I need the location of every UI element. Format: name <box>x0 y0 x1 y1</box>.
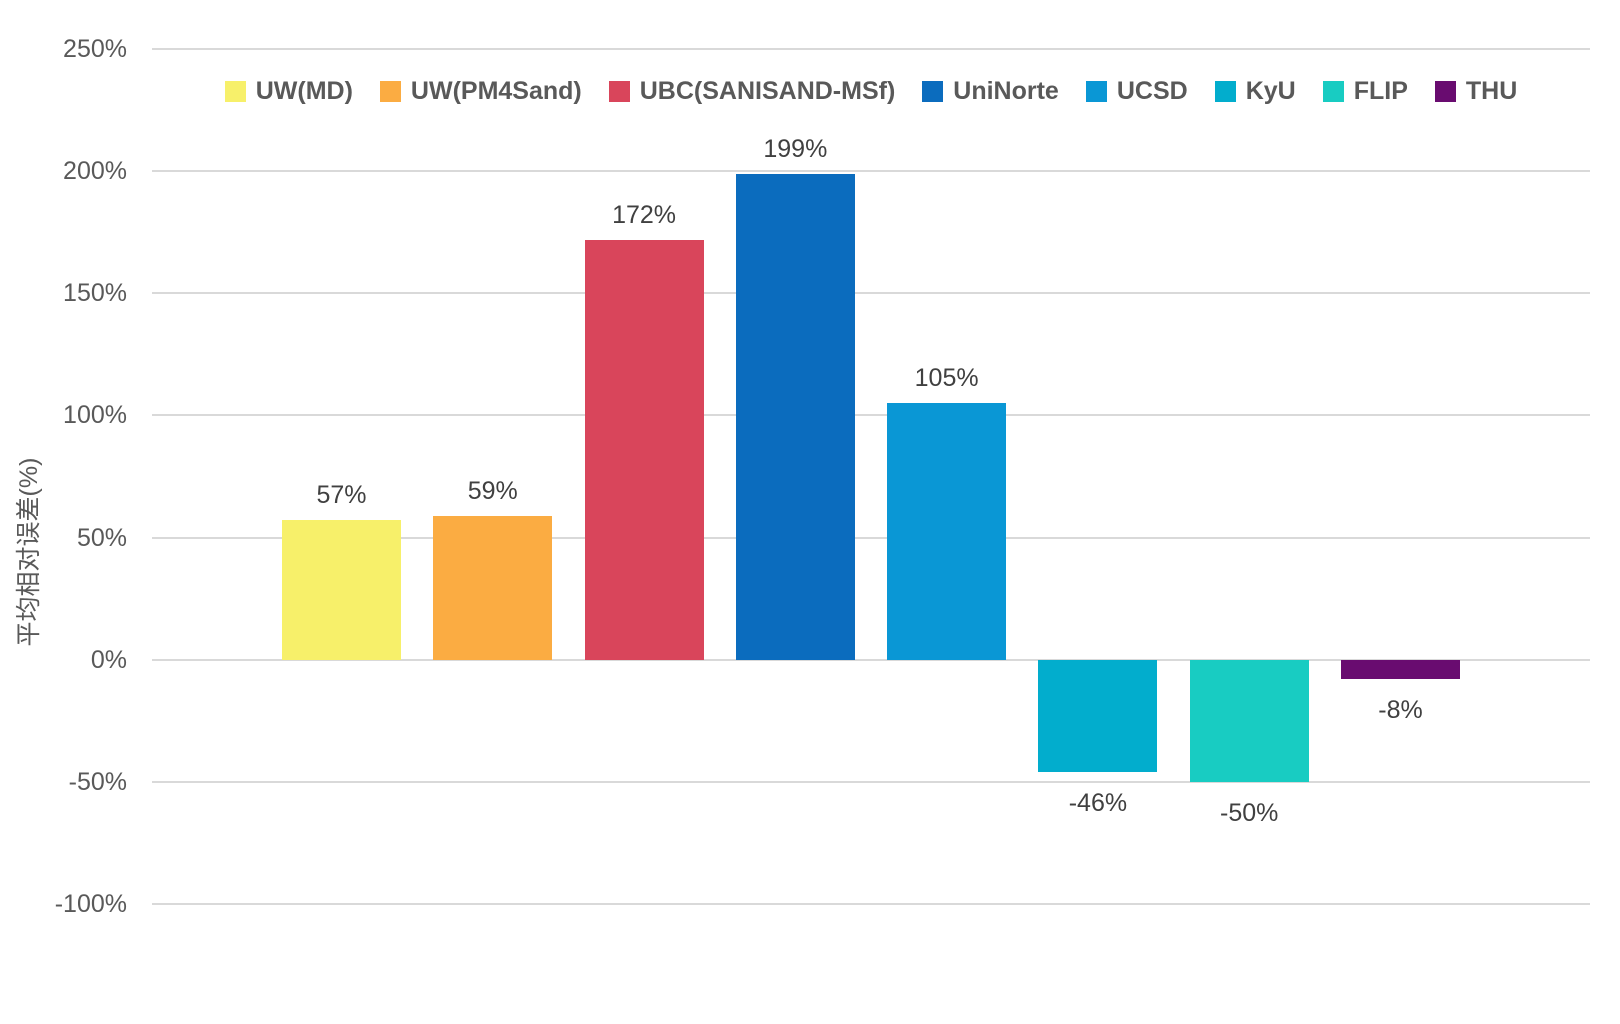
legend-item: FLIP <box>1322 76 1408 106</box>
bar-value-label: -46% <box>1068 789 1128 818</box>
bar-value-label: 199% <box>763 134 828 163</box>
legend-swatch-icon <box>1434 80 1456 102</box>
y-tick-label: -50% <box>68 767 127 796</box>
bar-value-label: 59% <box>467 476 518 505</box>
bar-uw-pm4sand <box>433 515 553 660</box>
legend-label: UCSD <box>1116 76 1188 105</box>
legend-swatch-icon <box>1322 80 1344 102</box>
y-tick-label: 50% <box>76 523 127 552</box>
bar-ubc-sanisand-msf <box>584 239 704 660</box>
bar-uw-md <box>282 520 401 660</box>
legend-item: UniNorte <box>922 77 1059 106</box>
gridline <box>152 658 1590 661</box>
gridline <box>152 780 1590 783</box>
legend-label: UniNorte <box>953 76 1059 105</box>
legend-swatch-icon <box>379 80 401 102</box>
gridline <box>152 170 1590 173</box>
y-tick-label: 0% <box>90 645 127 674</box>
legend: UW(MD) UW(PM4Sand) UBC(SANISAND-MSf) UniNor… <box>152 74 1590 108</box>
legend-label: UW(PM4Sand) <box>410 76 582 105</box>
bar-value-label: 105% <box>914 364 979 393</box>
legend-label: THU <box>1465 76 1518 105</box>
legend-label: UBC(SANISAND-MSf) <box>639 76 896 105</box>
legend-label: KyU <box>1245 76 1296 105</box>
y-tick-label: 100% <box>63 401 127 430</box>
bar-ucsd <box>887 403 1007 660</box>
bar-value-label: -50% <box>1220 798 1279 827</box>
gridline <box>152 536 1590 539</box>
bar-value-label: 57% <box>316 481 367 510</box>
y-tick-label: 150% <box>63 279 127 308</box>
legend-item: UW(PM4Sand) <box>379 76 582 106</box>
legend-swatch-icon <box>608 80 630 102</box>
legend-swatch-icon <box>922 80 944 102</box>
bar-uninorte <box>735 173 855 660</box>
bar-kyu <box>1038 659 1158 773</box>
legend-swatch-icon <box>224 80 246 102</box>
legend-label: FLIP <box>1353 76 1408 105</box>
bar-flip <box>1189 659 1309 782</box>
legend-label: UW(MD) <box>255 76 353 105</box>
bar-thu <box>1341 659 1460 680</box>
legend-swatch-icon <box>1214 80 1236 102</box>
y-tick-label: 200% <box>63 157 127 186</box>
legend-item: THU <box>1434 76 1518 106</box>
legend-item: UW(MD) <box>224 76 353 106</box>
gridline <box>152 414 1590 417</box>
legend-item: KyU <box>1214 76 1296 106</box>
legend-item: UCSD <box>1085 76 1188 106</box>
gridline <box>152 292 1590 295</box>
bar-value-label: -8% <box>1378 696 1423 725</box>
gridline <box>152 48 1590 50</box>
y-tick-label: 250% <box>63 35 127 63</box>
legend-item: UBC(SANISAND-MSf) <box>608 76 896 106</box>
bar-value-label: 172% <box>612 200 677 229</box>
gridline <box>152 903 1590 905</box>
legend-swatch-icon <box>1085 80 1107 102</box>
y-tick-label: -100% <box>54 890 127 918</box>
